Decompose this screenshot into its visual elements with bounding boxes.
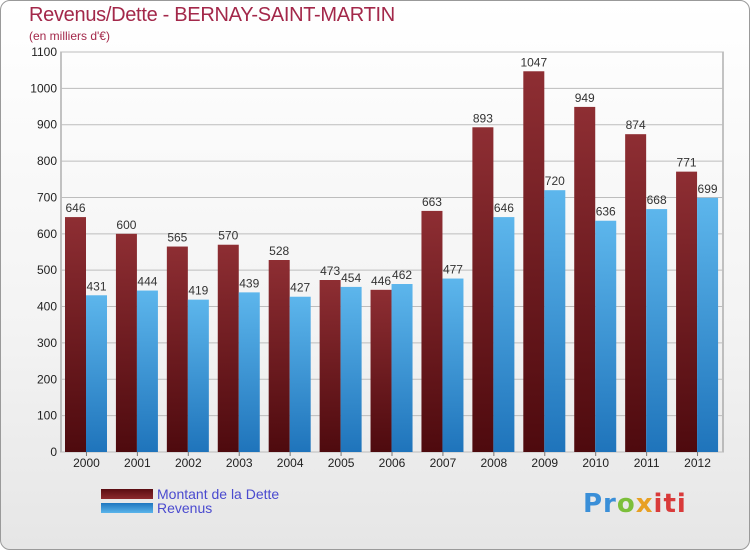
x-tick-label: 2007 (430, 456, 457, 470)
data-label: 893 (473, 111, 493, 125)
data-label: 462 (392, 268, 412, 282)
data-label: 477 (443, 263, 463, 277)
x-tick-label: 2004 (277, 456, 304, 470)
data-label: 646 (65, 201, 85, 215)
bar-revenus (391, 284, 413, 452)
bar-revenus (136, 290, 158, 452)
data-label: 646 (494, 201, 514, 215)
bar-dette (472, 127, 494, 452)
data-label: 427 (290, 281, 310, 295)
x-tick-label: 2011 (634, 456, 660, 470)
x-tick-label: 2000 (73, 456, 100, 470)
bar-revenus (289, 296, 311, 452)
data-label: 720 (545, 174, 565, 188)
legend-label-dette: Montant de la Dette (157, 486, 280, 502)
data-label: 636 (596, 205, 616, 219)
y-tick-label: 600 (37, 227, 57, 241)
data-label: 446 (371, 274, 391, 288)
x-tick-label: 2002 (175, 456, 202, 470)
data-label: 1047 (520, 55, 547, 69)
y-tick-label: 100 (37, 409, 57, 423)
data-label: 419 (188, 284, 208, 298)
bar-dette (166, 246, 188, 452)
bar-revenus (86, 295, 107, 452)
y-tick-label: 700 (37, 190, 57, 204)
bar-dette (370, 289, 392, 452)
proxiti-logo: Proxiti (583, 489, 687, 519)
bar-dette (319, 280, 341, 452)
bar-dette (676, 171, 698, 453)
data-label: 600 (116, 218, 136, 232)
data-label: 454 (341, 271, 361, 285)
data-label: 949 (575, 91, 595, 105)
data-label: 431 (86, 279, 106, 293)
data-label: 668 (647, 193, 667, 207)
bar-revenus (187, 299, 209, 452)
y-tick-label: 1100 (31, 45, 57, 59)
data-label: 663 (422, 195, 442, 209)
data-label: 570 (218, 229, 238, 243)
legend-item-revenus: Revenus (101, 501, 279, 515)
y-tick-label: 200 (37, 372, 57, 386)
bar-dette (421, 210, 443, 452)
y-tick-label: 300 (37, 336, 57, 350)
y-tick-label: 500 (37, 263, 57, 277)
y-tick-label: 900 (37, 118, 57, 132)
y-tick-label: 800 (37, 154, 57, 168)
x-tick-label: 2003 (226, 456, 253, 470)
data-label: 771 (677, 156, 697, 170)
bar-revenus (493, 217, 515, 452)
data-label: 439 (239, 276, 259, 290)
data-label: 444 (137, 275, 157, 289)
data-label: 473 (320, 264, 340, 278)
legend-swatch-dette (101, 489, 153, 499)
bar-revenus (595, 220, 617, 452)
data-label: 528 (269, 244, 289, 258)
x-tick-label: 2009 (531, 456, 558, 470)
x-tick-label: 2006 (379, 456, 406, 470)
legend-label-revenus: Revenus (157, 500, 213, 516)
bar-revenus (340, 286, 362, 452)
bar-revenus (238, 292, 260, 452)
bar-revenus (646, 209, 668, 452)
y-tick-label: 1000 (30, 81, 57, 95)
data-label: 699 (698, 182, 718, 196)
bar-revenus (442, 278, 464, 452)
bar-revenus (544, 190, 566, 452)
y-tick-label: 400 (37, 300, 57, 314)
x-tick-label: 2005 (328, 456, 355, 470)
chart-title: Revenus/Dette - BERNAY-SAINT-MARTIN (29, 4, 395, 26)
bar-dette (217, 244, 239, 452)
y-tick-label: 0 (50, 445, 57, 459)
legend-swatch-revenus (101, 503, 153, 513)
bar-dette (523, 71, 545, 452)
x-tick-label: 2008 (480, 456, 507, 470)
data-label: 874 (626, 118, 646, 132)
bar-dette (574, 106, 596, 452)
bar-revenus (697, 197, 719, 452)
data-label: 565 (167, 231, 187, 245)
legend-item-dette: Montant de la Dette (101, 487, 279, 501)
x-tick-label: 2012 (684, 456, 711, 470)
bar-dette (115, 233, 137, 452)
chart-subtitle: (en milliers d'€) (29, 29, 110, 43)
bar-dette (625, 134, 647, 452)
x-tick-label: 2010 (582, 456, 609, 470)
x-tick-label: 2001 (124, 456, 151, 470)
bar-dette (65, 217, 86, 452)
bar-dette (268, 260, 290, 452)
legend: Montant de la Dette Revenus (101, 487, 279, 515)
